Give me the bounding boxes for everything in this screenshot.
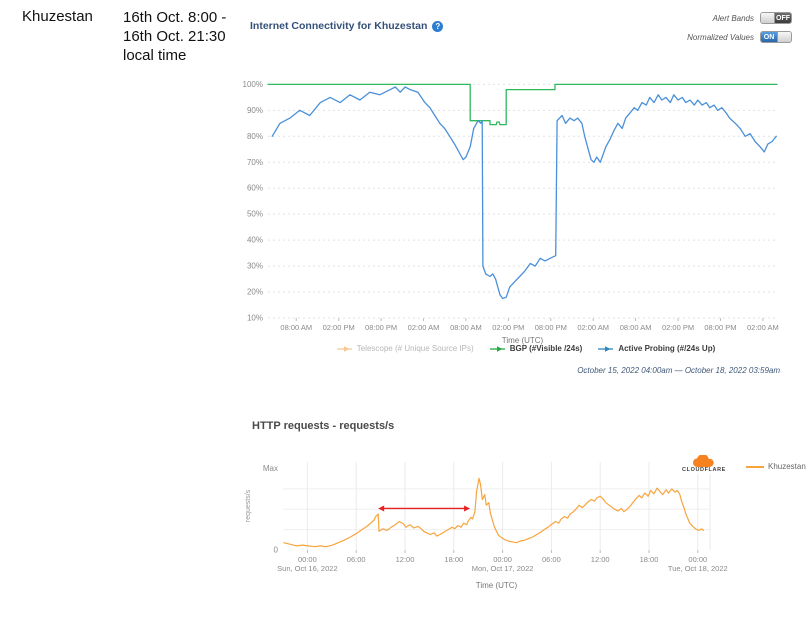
alert-bands-toggle[interactable]: OFF — [760, 12, 792, 24]
svg-text:0: 0 — [274, 546, 279, 555]
connectivity-chart-header: Internet Connectivity for Khuzestan ? — [250, 20, 444, 32]
khuzestan-series-swatch — [746, 465, 764, 468]
svg-text:60%: 60% — [247, 184, 263, 193]
svg-text:40%: 40% — [247, 236, 263, 245]
legend-item-khuzestan[interactable]: Khuzestan — [746, 462, 806, 471]
svg-text:10%: 10% — [247, 314, 263, 323]
connectivity-chart-legend: Telescope (# Unique Source IPs) BGP (#Vi… — [256, 344, 796, 353]
event-time-range: 16th Oct. 8:00 - 16th Oct. 21:30 local t… — [123, 9, 227, 64]
normalized-values-control: Normalized Values ON — [687, 31, 792, 43]
svg-text:00:00: 00:00 — [688, 555, 707, 564]
toggle-knob — [761, 13, 775, 23]
svg-text:00:00: 00:00 — [493, 555, 512, 564]
legend-label: Telescope (# Unique Source IPs) — [356, 344, 474, 353]
svg-text:08:00 AM: 08:00 AM — [450, 323, 482, 332]
http-chart-title: HTTP requests - requests/s — [252, 420, 395, 432]
http-chart-legend: Khuzestan — [746, 462, 806, 471]
date-range-label: October 15, 2022 04:00am — October 18, 2… — [577, 366, 780, 375]
alert-bands-control: Alert Bands OFF — [713, 12, 792, 24]
svg-text:Mon, Oct 17, 2022: Mon, Oct 17, 2022 — [472, 564, 534, 573]
svg-text:Max: Max — [263, 464, 278, 473]
toggle-knob — [777, 32, 791, 42]
svg-text:08:00 AM: 08:00 AM — [620, 323, 652, 332]
svg-text:06:00: 06:00 — [347, 555, 366, 564]
legend-label: Khuzestan — [768, 462, 806, 471]
svg-text:Sun, Oct 16, 2022: Sun, Oct 16, 2022 — [277, 564, 337, 573]
connectivity-chart-title: Internet Connectivity for Khuzestan — [250, 20, 428, 32]
toggle-state-text: OFF — [775, 13, 791, 23]
cloudflare-logo-text: CLOUDFLARE — [682, 467, 726, 473]
connectivity-chart-plot: 08:00 AM 02:00 PM 08:00 PM 02:00 AM 08:00 AM… — [243, 80, 779, 345]
legend-item-active-probing[interactable]: Active Probing (#/24s Up) — [598, 344, 715, 353]
telescope-series-marker — [336, 345, 353, 353]
svg-text:18:00: 18:00 — [640, 555, 659, 564]
normalized-values-toggle[interactable]: ON — [760, 31, 792, 43]
svg-text:20%: 20% — [247, 288, 263, 297]
svg-text:12:00: 12:00 — [396, 555, 415, 564]
connectivity-chart-panel: Internet Connectivity for Khuzestan ? Al… — [240, 0, 812, 402]
svg-text:30%: 30% — [247, 262, 263, 271]
svg-text:00:00: 00:00 — [298, 555, 317, 564]
svg-text:08:00 PM: 08:00 PM — [704, 323, 736, 332]
svg-text:02:00 PM: 02:00 PM — [662, 323, 694, 332]
svg-text:Time (UTC): Time (UTC) — [502, 336, 544, 345]
svg-text:08:00 PM: 08:00 PM — [535, 323, 567, 332]
svg-text:90%: 90% — [247, 106, 263, 115]
bgp-series-marker — [489, 345, 506, 353]
alert-bands-label: Alert Bands — [712, 13, 754, 23]
svg-text:50%: 50% — [247, 210, 263, 219]
svg-text:02:00 AM: 02:00 AM — [577, 323, 609, 332]
cloudflare-cloud-icon — [693, 455, 714, 468]
legend-label: Active Probing (#/24s Up) — [618, 344, 716, 353]
svg-text:18:00: 18:00 — [444, 555, 463, 564]
cloudflare-logo: CLOUDFLARE — [676, 454, 732, 474]
svg-text:08:00 AM: 08:00 AM — [280, 323, 312, 332]
svg-text:requests/s: requests/s — [245, 489, 252, 522]
normalized-values-label: Normalized Values — [687, 32, 754, 42]
legend-label: BGP (#Visible /24s) — [509, 344, 583, 353]
svg-text:08:00 PM: 08:00 PM — [365, 323, 397, 332]
svg-text:80%: 80% — [247, 132, 263, 141]
help-icon[interactable]: ? — [432, 20, 444, 32]
legend-item-telescope[interactable]: Telescope (# Unique Source IPs) — [336, 344, 474, 353]
svg-text:100%: 100% — [243, 80, 263, 89]
svg-text:02:00 PM: 02:00 PM — [323, 323, 355, 332]
svg-text:Tue, Oct 18, 2022: Tue, Oct 18, 2022 — [668, 564, 728, 573]
svg-text:Time (UTC): Time (UTC) — [476, 581, 518, 590]
http-requests-chart-panel: HTTP requests - requests/s 00:00 Sun, Oct… — [240, 418, 812, 618]
svg-text:06:00: 06:00 — [542, 555, 561, 564]
svg-text:02:00 AM: 02:00 AM — [408, 323, 440, 332]
active-probing-series-marker — [598, 345, 614, 353]
svg-text:12:00: 12:00 — [591, 555, 610, 564]
region-label: Khuzestan — [22, 8, 93, 25]
svg-text:70%: 70% — [247, 158, 263, 167]
toggle-state-text: ON — [761, 32, 777, 42]
svg-text:02:00 PM: 02:00 PM — [492, 323, 524, 332]
svg-text:02:00 AM: 02:00 AM — [747, 323, 779, 332]
legend-item-bgp[interactable]: BGP (#Visible /24s) — [489, 344, 583, 353]
